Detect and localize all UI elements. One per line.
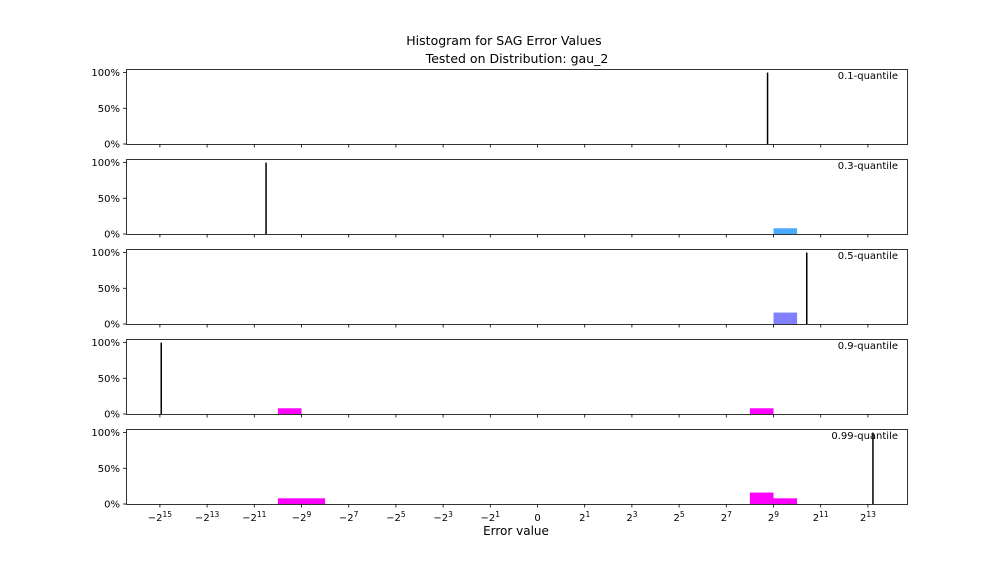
x-tick-label: 27 [721, 510, 732, 524]
y-tick-label: 0% [104, 140, 120, 151]
y-tick-label: 50% [98, 284, 120, 295]
panel-3: 0% 50% 100% 0.5-quantile [91, 248, 908, 331]
x-tick-label: −27 [339, 510, 359, 524]
x-tick-label: 29 [768, 510, 779, 524]
histogram-bar [773, 312, 798, 324]
y-tick-label: 0% [104, 500, 120, 511]
panel-2: 0% 50% 100% 0.3-quantile [91, 158, 908, 241]
x-tick-label: −21 [481, 510, 501, 524]
x-tick-label: 21 [579, 510, 590, 524]
x-tick-label: 0 [534, 513, 540, 524]
y-tick-label: 50% [98, 194, 120, 205]
x-tick-label: −215 [148, 510, 173, 524]
panel-frame [126, 339, 908, 415]
y-tick-label: 100% [91, 68, 120, 79]
panel-label: 0.1-quantile [838, 71, 898, 82]
x-tick-label: 211 [813, 510, 829, 524]
x-axis-label: Error value [483, 524, 549, 538]
y-tick-label: 50% [98, 464, 120, 475]
histogram-bar [277, 408, 302, 414]
x-tick-label: −211 [242, 510, 267, 524]
histogram-bar [773, 228, 798, 234]
histogram-bar [749, 492, 774, 504]
y-tick-label: 100% [91, 428, 120, 439]
panel-frame [126, 159, 908, 235]
panel-5: 0% 50% 100% 0.99-quantile [91, 428, 908, 511]
histogram-bar [773, 498, 798, 504]
x-tick-label: −29 [292, 510, 312, 524]
panel-frame [126, 429, 908, 505]
y-tick-label: 100% [91, 248, 120, 259]
y-tick-label: 0% [104, 410, 120, 421]
x-tick-label: 213 [860, 510, 876, 524]
histogram-bar [277, 498, 326, 504]
panel-frame [126, 249, 908, 325]
y-tick-label: 50% [98, 104, 120, 115]
chart-subtitle: Tested on Distribution: gau_2 [425, 51, 609, 66]
panel-frame [126, 69, 908, 145]
panel-label: 0.9-quantile [838, 341, 898, 352]
histogram-bar [749, 408, 774, 414]
y-tick-label: 0% [104, 230, 120, 241]
panel-label: 0.3-quantile [838, 161, 898, 172]
chart-title: Histogram for SAG Error Values [406, 33, 601, 48]
y-tick-label: 100% [91, 158, 120, 169]
panel-1: 0% 50% 100% 0.1-quantile [91, 68, 908, 151]
x-tick-label: 25 [674, 510, 685, 524]
x-tick-label: −23 [433, 510, 453, 524]
panel-label: 0.5-quantile [838, 251, 898, 262]
y-tick-label: 0% [104, 320, 120, 331]
panels-layer: 0% 50% 100% 0.1-quantile 0% 50% 100% 0.3-quanti… [91, 68, 908, 524]
y-tick-label: 100% [91, 338, 120, 349]
x-tick-label: 23 [626, 510, 637, 524]
panel-4: 0% 50% 100% 0.9-quantile [91, 338, 908, 421]
x-tick-label: −25 [386, 510, 406, 524]
x-tick-label: −213 [195, 510, 220, 524]
panel-label: 0.99-quantile [831, 431, 898, 442]
y-tick-label: 50% [98, 374, 120, 385]
